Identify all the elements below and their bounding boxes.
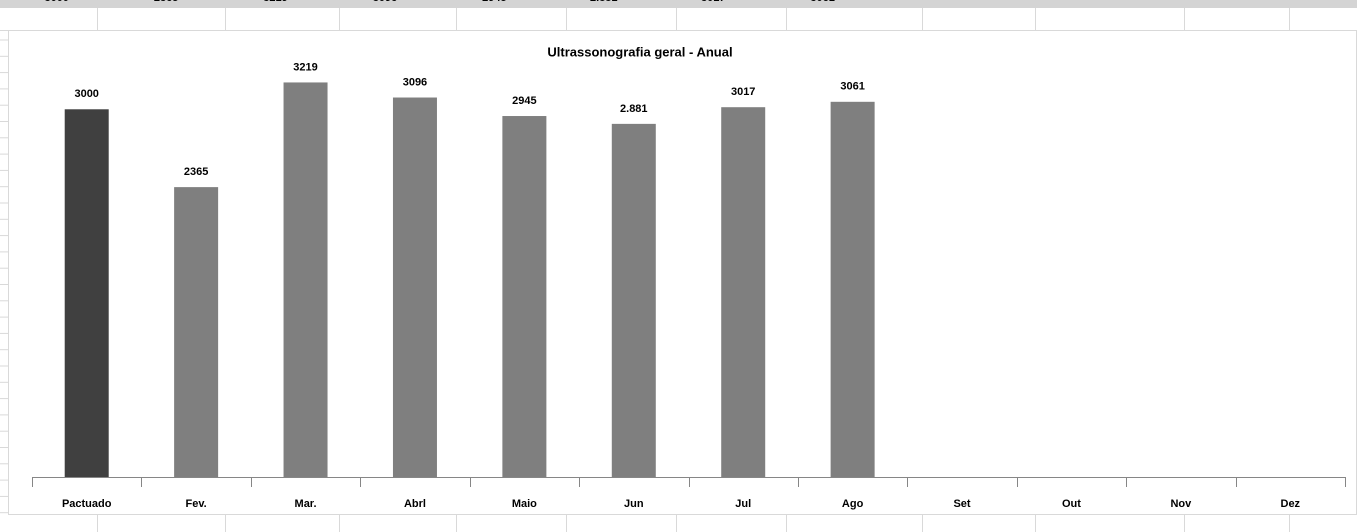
- data-label: 3017: [731, 86, 755, 98]
- bar: [502, 116, 547, 477]
- cell-value: 3017: [701, 0, 725, 4]
- cell-value: 2.881: [590, 0, 618, 4]
- x-tick-label: Pactuado: [62, 498, 112, 510]
- data-label: 2365: [184, 166, 208, 178]
- x-tick-label: Out: [1062, 498, 1081, 510]
- cell-value: 3219: [263, 0, 287, 4]
- data-label: 2945: [512, 95, 536, 107]
- data-label: 3219: [293, 61, 317, 73]
- cell-value: 2945: [482, 0, 506, 4]
- cell-value: 3061: [810, 0, 834, 4]
- x-tick-label: Mar.: [295, 498, 317, 510]
- x-tick-label: Dez: [1281, 498, 1301, 510]
- data-label: 2.881: [620, 103, 648, 115]
- sheet-grid: [0, 0, 1290, 532]
- bar: [611, 123, 656, 478]
- bar: [830, 101, 875, 477]
- x-tick-label: Abrl: [404, 498, 426, 510]
- data-label: 3000: [74, 88, 98, 100]
- x-tick-label: Jun: [624, 498, 644, 510]
- bar: [64, 109, 109, 478]
- x-tick-label: Ago: [842, 498, 864, 510]
- x-tick-label: Set: [953, 498, 970, 510]
- bar: [392, 97, 437, 477]
- cell-value: 3096: [373, 0, 397, 4]
- bar: [721, 107, 766, 478]
- chart-title: Ultrassonografia geral - Anual: [547, 44, 732, 59]
- data-label: 3061: [840, 81, 864, 93]
- x-tick-label: Maio: [512, 498, 537, 510]
- x-tick-label: Jul: [735, 498, 751, 510]
- cell-value: 3000: [44, 0, 68, 4]
- x-tick-label: Fev.: [186, 498, 207, 510]
- bar: [174, 187, 219, 477]
- header-strip: [0, 0, 1357, 8]
- data-label: 3096: [403, 76, 427, 88]
- cell-value: 2365: [154, 0, 178, 4]
- bar: [283, 82, 328, 478]
- x-tick-label: Nov: [1170, 498, 1192, 510]
